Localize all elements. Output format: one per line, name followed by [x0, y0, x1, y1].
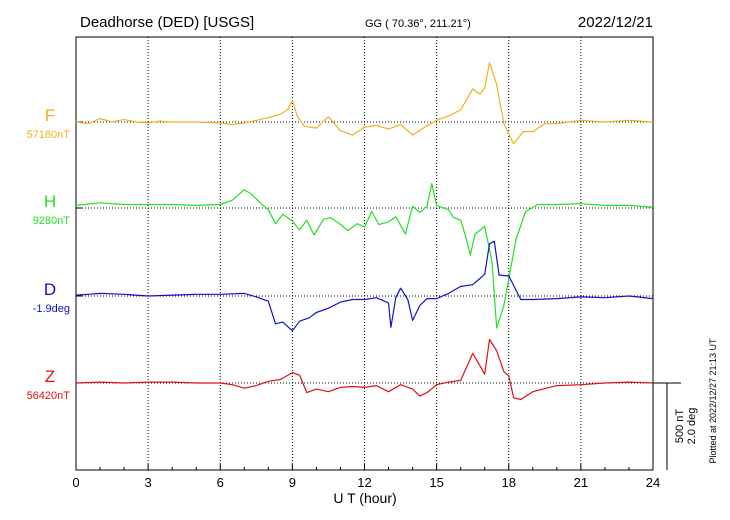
coords-label: GG ( 70.36°, 211.21°)	[365, 18, 471, 30]
series-baseline-F: 57180nT	[27, 129, 71, 141]
scale-bar: 500 nT 2.0 deg	[653, 382, 698, 470]
series-labels: F 57180nT H 9280nT D -1.9deg Z 56420nT	[27, 106, 71, 402]
series-line-F	[75, 62, 654, 145]
plotted-note: Plotted at 2022/12/27 21:13 UT	[708, 338, 718, 464]
x-tick-label-5: 15	[429, 475, 443, 490]
series-name-F: F	[45, 106, 55, 125]
series-baseline-H: 9280nT	[33, 215, 71, 227]
grid-lines	[147, 37, 582, 470]
scale-label-deg: 2.0 deg	[686, 408, 698, 445]
series-line-Z	[75, 338, 654, 401]
x-axis: 0 3 6 9 12 15 18 21 24	[72, 464, 660, 490]
x-tick-label-4: 12	[357, 475, 371, 490]
date-label: 2022/12/21	[578, 14, 653, 31]
series-line-D	[75, 240, 654, 332]
x-tick-label-8: 24	[646, 475, 660, 490]
series-baseline-D: -1.9deg	[33, 303, 70, 315]
x-tick-label-6: 18	[502, 475, 516, 490]
x-tick-label-3: 9	[289, 475, 296, 490]
series-name-D: D	[44, 280, 56, 299]
x-tick-label-0: 0	[72, 475, 79, 490]
x-tick-label-7: 21	[574, 475, 588, 490]
series-line-H	[75, 183, 654, 329]
series-name-H: H	[44, 192, 56, 211]
x-tick-label-2: 6	[217, 475, 224, 490]
x-axis-label: U T (hour)	[333, 490, 396, 506]
scale-label-nt: 500 nT	[674, 409, 686, 444]
series-baseline-Z: 56420nT	[27, 390, 71, 402]
station-title: Deadhorse (DED) [USGS]	[80, 14, 254, 31]
x-tick-label-1: 3	[145, 475, 152, 490]
series-lines	[75, 62, 654, 401]
series-name-Z: Z	[45, 367, 55, 386]
